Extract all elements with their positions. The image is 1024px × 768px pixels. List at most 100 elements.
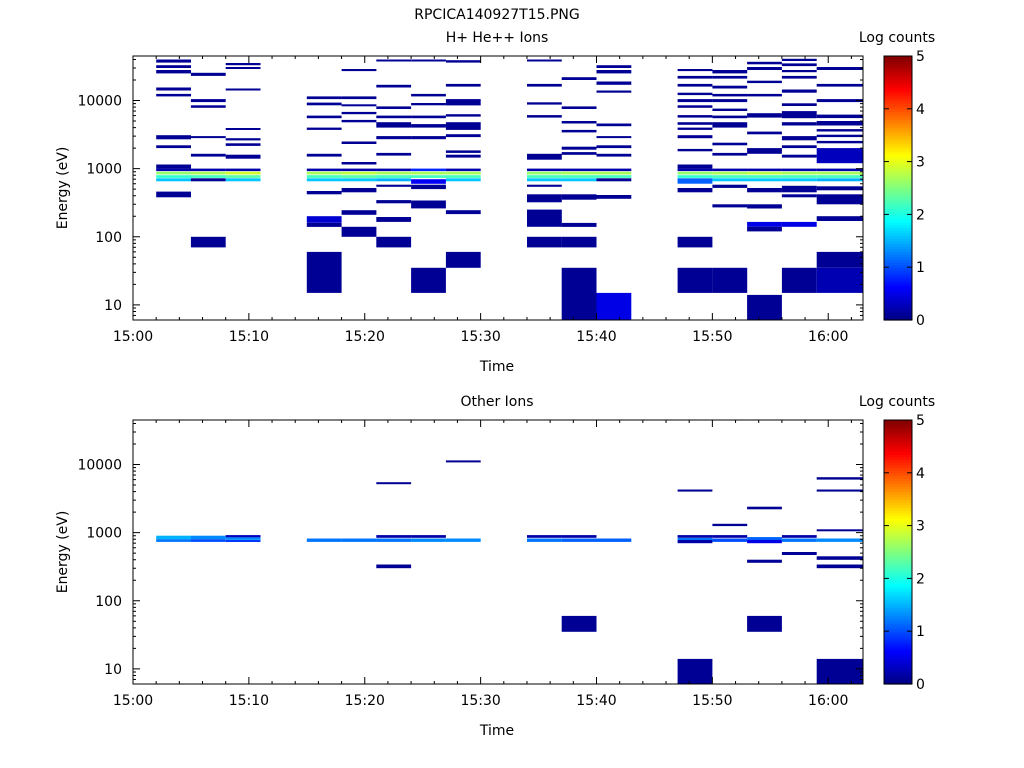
heatmap-cell: [677, 164, 713, 169]
plot-frame: [132, 419, 864, 685]
heatmap-cell: [816, 251, 863, 268]
colorbar-tick-label: 1: [916, 624, 925, 640]
heatmap-cell: [677, 178, 713, 184]
heatmap-cell: [561, 106, 597, 109]
colorbar-segment: [884, 676, 912, 680]
heatmap-cell: [677, 115, 713, 118]
heatmap-cell: [445, 150, 481, 153]
heatmap-cell: [596, 178, 632, 182]
colorbar-segment: [884, 79, 912, 83]
heatmap-cell: [156, 164, 191, 169]
colorbar-segment: [884, 573, 912, 577]
heatmap-cell: [596, 136, 632, 139]
colorbar-tick-label: 5: [916, 413, 925, 429]
heatmap-cell: [816, 216, 863, 221]
heatmap-cell: [816, 477, 863, 480]
heatmap-cell: [445, 210, 481, 215]
colorbar-segment: [884, 639, 912, 643]
colorbar-segment: [884, 602, 912, 606]
colorbar-segment: [884, 61, 912, 65]
colorbar-segment: [884, 528, 912, 532]
heatmap-cell: [781, 178, 817, 182]
heatmap-cell: [376, 482, 412, 485]
heatmap-cell: [341, 188, 377, 193]
colorbar-segment: [884, 520, 912, 524]
heatmap-cell: [306, 178, 342, 182]
x-tick-label: 15:20: [345, 329, 385, 345]
heatmap-cell: [190, 178, 226, 182]
colorbar-segment: [884, 515, 912, 519]
heatmap-cell: [816, 186, 863, 191]
axes: 15:00 15:10 15:20 15:30 15:40 15:50 16:00 10 100…: [77, 420, 863, 709]
heatmap-cell: [306, 171, 342, 175]
heatmap-cell: [816, 140, 863, 144]
colorbar-segment: [884, 586, 912, 590]
colorbar-segment: [884, 143, 912, 147]
colorbar-segment: [884, 238, 912, 242]
x-tick-label: 15:00: [113, 693, 153, 709]
heatmap-cell: [445, 134, 481, 138]
heatmap-cell: [712, 99, 748, 103]
colorbar-segment: [884, 203, 912, 208]
heatmap-cell: [225, 540, 261, 542]
colorbar-segment: [884, 665, 912, 669]
heatmap-cell: [677, 658, 713, 684]
heatmap-cell: [527, 538, 562, 542]
heatmap-cell: [341, 119, 377, 123]
colorbar-segment: [884, 314, 912, 318]
heatmap-cell: [156, 191, 191, 198]
colorbar-segment: [884, 230, 912, 234]
heatmap-cell: [781, 58, 817, 61]
heatmap-cell: [411, 184, 446, 190]
heatmap-cell: [677, 175, 713, 178]
heatmap-cell: [561, 236, 597, 248]
colorbar-segment: [884, 567, 912, 572]
colorbar-segment: [884, 588, 912, 593]
heatmap-cells: [156, 460, 863, 684]
y-tick-label: 100: [95, 594, 122, 610]
heatmap-cell: [190, 99, 226, 103]
heatmap-cell: [445, 460, 481, 463]
heatmap-cell: [781, 221, 817, 227]
heatmap-cell: [411, 535, 446, 538]
heatmap-cell: [596, 153, 632, 157]
colorbar-segment: [884, 644, 912, 648]
heatmap-cell: [781, 136, 817, 141]
heatmap-cell: [677, 535, 713, 538]
y-tick-label: 100: [95, 230, 122, 246]
colorbar-segment: [884, 66, 912, 70]
heatmap-cell: [677, 135, 713, 139]
colorbar-tick-label: 0: [916, 313, 925, 329]
heatmap-cell: [190, 105, 226, 108]
heatmap-cell: [747, 226, 782, 232]
heatmap-cell: [527, 178, 562, 182]
heatmap-cell: [677, 236, 713, 248]
heatmap-cell: [596, 123, 632, 127]
colorbar-tick-label: 4: [916, 102, 925, 118]
colorbar-segment: [884, 293, 912, 297]
heatmap-cell: [781, 89, 817, 93]
heatmap-cell: [747, 113, 782, 118]
heatmap-cell: [712, 523, 748, 527]
colorbar-segment: [884, 670, 912, 675]
colorbar-segment: [884, 267, 912, 271]
heatmap-cell: [747, 559, 782, 563]
colorbar-segment: [884, 449, 912, 453]
heatmap-cell: [677, 105, 713, 108]
heatmap-cell: [747, 171, 782, 175]
colorbar: 0 1 2 3 4 5: [883, 413, 925, 693]
heatmap-cell: [306, 96, 342, 100]
heatmap-cell: [376, 152, 412, 156]
colorbar-segment: [884, 272, 912, 276]
heatmap-cell: [816, 556, 863, 560]
heatmap-cell: [747, 537, 782, 540]
y-tick-label: 1000: [86, 162, 122, 178]
heatmap-cell: [156, 539, 191, 542]
heatmap-cell: [561, 535, 597, 538]
x-tick-label: 15:10: [229, 693, 269, 709]
colorbar-segment: [884, 662, 912, 667]
colorbar-segment: [884, 668, 912, 672]
colorbar-segment: [884, 559, 912, 564]
heatmap-cell: [712, 152, 748, 156]
x-axis-label: Time: [479, 723, 514, 739]
